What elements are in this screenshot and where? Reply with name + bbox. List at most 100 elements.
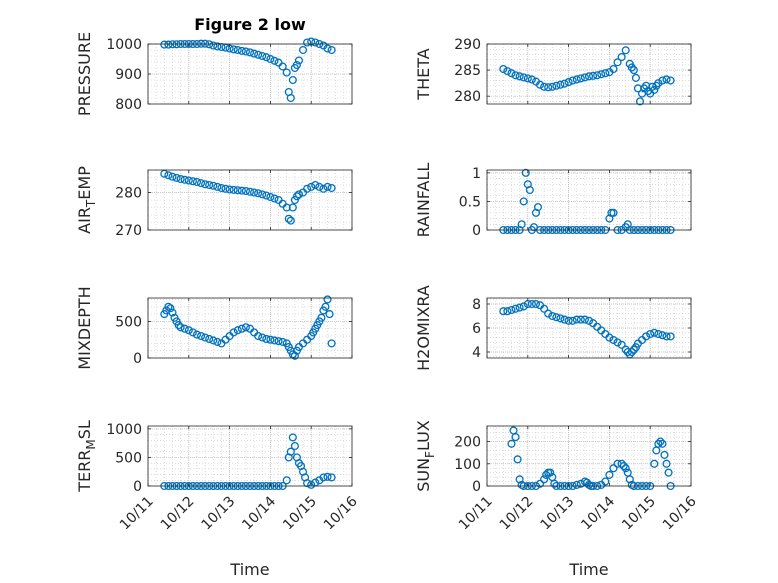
y-tick-label: 280	[115, 186, 142, 202]
data-point	[270, 194, 279, 203]
data-point	[654, 329, 663, 339]
data-point	[572, 315, 581, 324]
data-point	[609, 64, 618, 74]
y-tick-label: 0	[133, 479, 142, 495]
data-point	[552, 81, 561, 90]
data-point	[258, 190, 267, 199]
data-point	[292, 60, 301, 70]
data-point	[540, 82, 549, 91]
data-point	[290, 441, 299, 451]
data-point	[519, 302, 528, 311]
data-point	[327, 473, 336, 482]
y-tick-label: 8	[472, 297, 481, 313]
y-axis-label: AIRTEMP	[75, 166, 98, 234]
y-tick-label: 0	[472, 479, 481, 495]
axes-box	[486, 169, 692, 231]
data-point	[593, 71, 602, 80]
data-point	[164, 171, 173, 180]
data-point	[241, 186, 250, 196]
data-point	[209, 181, 218, 190]
data-point	[658, 439, 667, 448]
major-grid	[486, 298, 692, 358]
data-point	[658, 331, 667, 340]
data-point	[503, 307, 512, 316]
y-tick-label: 290	[454, 37, 481, 53]
data-point	[262, 191, 271, 200]
y-tick-label: 280	[454, 89, 481, 105]
data-point	[262, 53, 271, 62]
data-point	[282, 68, 291, 77]
data-point	[513, 455, 522, 464]
data-point	[544, 83, 553, 92]
data-point	[605, 333, 614, 342]
data-point	[196, 179, 206, 188]
data-point	[629, 66, 638, 75]
data-point	[633, 84, 643, 93]
data-point	[327, 339, 336, 348]
data-point	[617, 340, 626, 349]
data-point	[270, 336, 279, 345]
data-point	[650, 328, 659, 337]
y-axis-label: TERRMSL	[75, 420, 98, 493]
data-point	[613, 58, 622, 67]
data-point	[164, 302, 173, 311]
data-point	[560, 79, 569, 88]
y-tick-label: 0	[133, 351, 142, 367]
plot-area	[487, 44, 691, 104]
data-point	[660, 450, 669, 459]
data-point	[258, 333, 267, 342]
x-axis-label: Time	[229, 560, 269, 579]
data-point	[664, 468, 673, 477]
data-point	[650, 85, 659, 94]
data-point	[527, 75, 536, 84]
data-point	[507, 69, 516, 78]
data-point	[294, 190, 304, 199]
axes-box	[486, 43, 692, 105]
axes-box	[147, 297, 353, 359]
data-point	[531, 299, 541, 309]
panel-h2omixra: 4 6 8 H2OMIXRA	[414, 285, 692, 371]
data-point	[666, 76, 675, 85]
data-point	[294, 56, 304, 65]
data-point	[286, 447, 295, 456]
data-point	[254, 331, 263, 341]
data-point	[201, 333, 210, 342]
data-point	[654, 439, 663, 448]
data-point	[666, 332, 675, 341]
data-point	[507, 439, 516, 448]
data-point	[298, 45, 308, 55]
data-point	[266, 192, 275, 202]
data-point	[656, 437, 665, 446]
data-point	[325, 310, 334, 319]
y-tick-label: 500	[115, 314, 142, 330]
data-point	[323, 44, 332, 53]
panel-mixdepth: 0 500 MIXDEPTH	[75, 286, 353, 370]
data-point	[535, 479, 545, 488]
data-point	[282, 476, 291, 485]
data-series	[499, 46, 675, 106]
data-point	[499, 307, 508, 316]
data-point	[286, 93, 295, 103]
data-point	[288, 203, 297, 212]
data-point	[517, 220, 526, 229]
data-point	[503, 67, 512, 76]
data-point	[270, 56, 279, 65]
data-point	[572, 480, 581, 489]
data-point	[568, 316, 577, 325]
y-tick-label: 100	[454, 457, 481, 473]
data-point	[303, 184, 312, 193]
data-point	[241, 47, 250, 56]
data-point	[241, 323, 250, 332]
data-point	[556, 80, 565, 89]
data-point	[576, 315, 585, 324]
data-point	[589, 71, 598, 80]
y-tick-label: 285	[454, 63, 481, 79]
data-point	[168, 172, 177, 181]
data-point	[274, 337, 283, 346]
data-point	[646, 329, 655, 339]
data-point	[540, 475, 549, 484]
y-tick-label: 200	[454, 435, 481, 451]
data-point	[180, 175, 189, 184]
data-point	[658, 76, 667, 85]
